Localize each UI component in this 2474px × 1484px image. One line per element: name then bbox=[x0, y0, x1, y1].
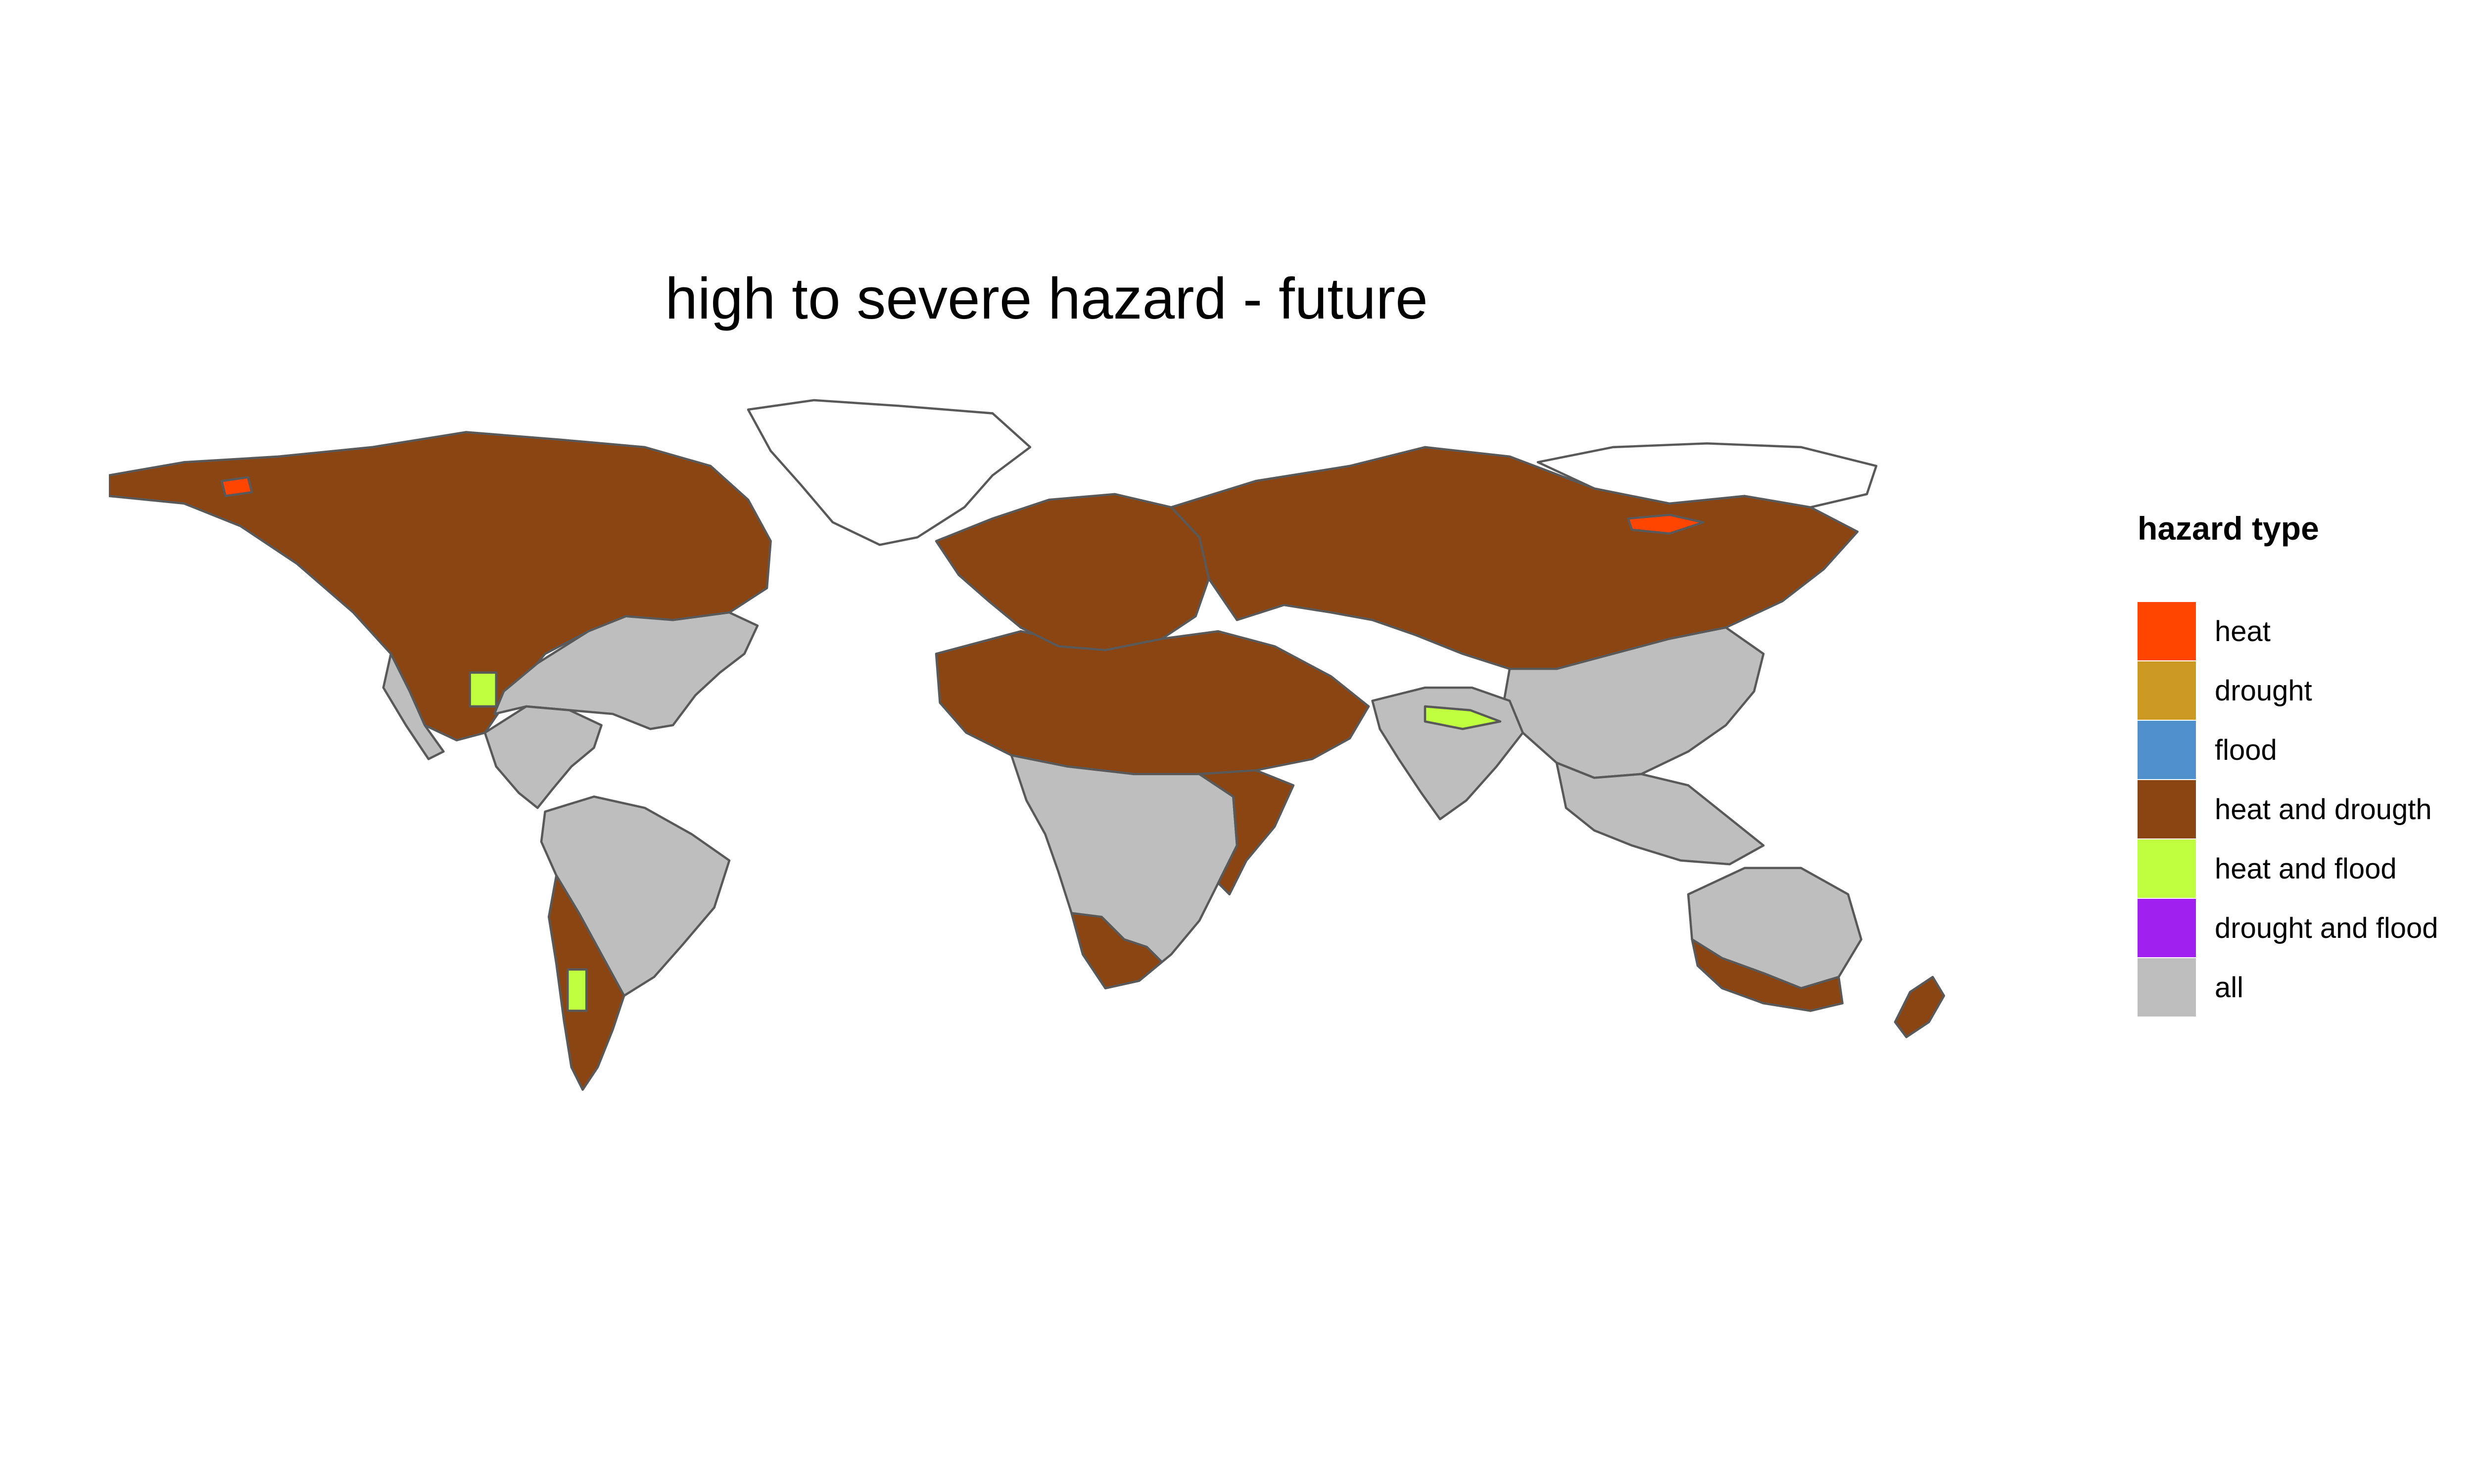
world-map bbox=[109, 399, 1946, 1091]
region-sub-saharan-africa bbox=[1010, 754, 1238, 990]
map-area bbox=[109, 391, 1989, 1172]
region-southern-africa bbox=[1070, 912, 1163, 990]
legend-item-heat-and-flood: heat and flood bbox=[2138, 839, 2459, 898]
legend-label: all bbox=[2215, 971, 2244, 1004]
legend-label: drought bbox=[2215, 674, 2312, 707]
legend-item-drought: drought bbox=[2138, 661, 2459, 720]
region-east-asia bbox=[1503, 626, 1765, 779]
region-north-africa-middle-east bbox=[935, 630, 1370, 776]
legend-label: heat bbox=[2215, 615, 2271, 648]
legend-label: drought and flood bbox=[2215, 912, 2438, 944]
region-siberia-heat-patch bbox=[1627, 513, 1705, 535]
legend: hazard type heat drought flood heat and dro… bbox=[2138, 510, 2459, 1017]
legend-swatch bbox=[2138, 721, 2196, 779]
region-siberia-north bbox=[1536, 442, 1878, 509]
legend-swatch bbox=[2138, 958, 2196, 1017]
legend-swatch bbox=[2138, 661, 2196, 720]
legend-item-heat: heat bbox=[2138, 602, 2459, 661]
legend-label: heat and drougth bbox=[2215, 793, 2432, 826]
legend-label: flood bbox=[2215, 734, 2277, 766]
region-us-southwest-flood-patch bbox=[469, 671, 498, 708]
region-alaska-heat-patch bbox=[220, 476, 253, 497]
legend-label: heat and flood bbox=[2215, 852, 2397, 885]
legend-item-flood: flood bbox=[2138, 720, 2459, 780]
region-australia-south bbox=[1691, 938, 1844, 1012]
region-india-north-flood-patch bbox=[1424, 705, 1502, 730]
region-greenland bbox=[747, 399, 1032, 546]
region-north-america-west-coast bbox=[382, 652, 445, 760]
region-north-america-east bbox=[493, 611, 759, 730]
legend-swatch bbox=[2138, 602, 2196, 660]
region-argentina-flood-patch bbox=[566, 968, 588, 1012]
region-europe bbox=[935, 493, 1210, 651]
region-new-zealand bbox=[1894, 975, 1946, 1038]
map-title: high to severe hazard - future bbox=[665, 266, 1428, 331]
legend-swatch bbox=[2138, 839, 2196, 898]
legend-item-drought-and-flood: drought and flood bbox=[2138, 898, 2459, 958]
legend-item-all: all bbox=[2138, 958, 2459, 1017]
legend-items: heat drought flood heat and drougth heat and… bbox=[2138, 602, 2459, 1017]
legend-swatch bbox=[2138, 899, 2196, 957]
region-central-america bbox=[483, 705, 603, 809]
region-southeast-asia bbox=[1555, 761, 1765, 866]
legend-swatch bbox=[2138, 780, 2196, 838]
region-east-africa bbox=[1198, 769, 1295, 896]
legend-title: hazard type bbox=[2138, 510, 2319, 547]
legend-item-heat-and-drought: heat and drougth bbox=[2138, 780, 2459, 839]
